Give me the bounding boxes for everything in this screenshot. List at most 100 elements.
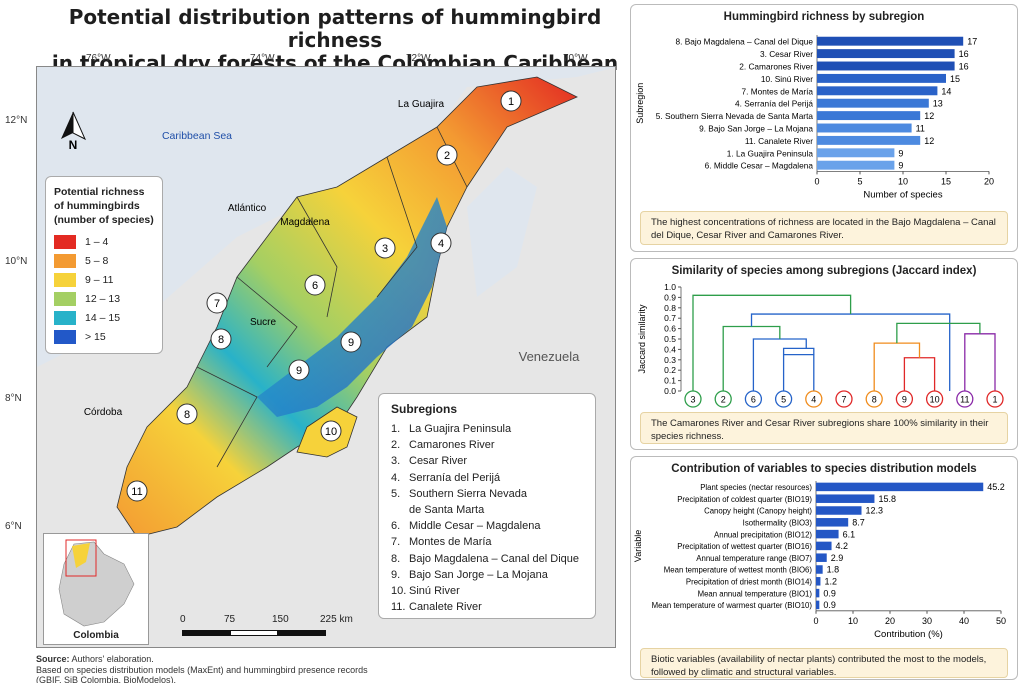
chart1-title: Hummingbird richness by subregion [723,11,925,23]
subregion-name: Serranía del Perijá [409,471,501,484]
venezuela-label: Venezuela [519,349,580,364]
y-axis-title: Subregion [635,83,645,124]
legend-title: Potential richness of hummingbirds (numb… [54,185,154,227]
dendrogram-link [750,313,951,391]
bar-value-label: 16 [959,61,969,71]
bar [817,36,964,46]
category-label: Isothermality (BIO3) [743,519,813,528]
svg-text:9: 9 [296,365,302,377]
subregion-item: 11. Canalete River [391,599,583,615]
chart1-note: The highest concentrations of richness a… [640,211,1008,245]
subregion-number: 10. [391,585,407,598]
y-tick-label: 0.5 [664,334,676,344]
bar-value-label: 13 [933,99,943,109]
chart2-title: Similarity of species among subregions (… [671,265,977,277]
bar [817,160,895,170]
category-label: 11. Canalete River [745,136,813,146]
category-label: Precipitation of coldest quarter (BIO19) [677,495,812,504]
leaf-label: 4 [811,395,816,405]
category-label: Annual temperature range (BIO7) [696,554,812,563]
legend-title-line-1: Potential richness [54,186,145,198]
cordoba-label: Córdoba [84,407,123,418]
subregion-item: 5. Southern Sierra Nevada [391,486,583,502]
subregion-name: Southern Sierra Nevada [409,487,528,500]
bar [816,600,820,610]
category-label: Precipitation of wettest quarter (BIO16) [677,542,812,551]
legend-swatch [54,310,76,325]
region-marker-6: 6 [304,274,326,296]
bar-value-label: 6.1 [843,529,856,539]
lat-label-6n: 6°N [5,521,22,532]
subregion-name: Bajo Magdalena – Canal del Dique [409,552,580,565]
subregion-number: 4. [391,471,401,484]
leaf-marker [805,390,823,408]
bar [817,148,895,158]
bar-value-label: 17 [967,37,977,47]
lon-label-76w: 76°W [86,53,111,64]
category-label: 2. Camarones River [739,61,813,71]
study-region [116,76,578,538]
subregion-name: Canalete River [409,601,482,614]
x-tick-label: 50 [996,616,1006,626]
x-tick-label: 20 [885,616,895,626]
lon-label-70w: 70°W [563,53,588,64]
subregion-number: 8. [391,552,401,565]
x-tick-label: 20 [984,176,994,186]
x-tick-label: 40 [959,616,969,626]
legend-item: > 15 [54,327,154,346]
leaf-marker [956,390,974,408]
bar [817,123,912,133]
legend-swatch [54,253,76,268]
subregion-number: 9. [391,568,401,581]
subregion-item: 9. Bajo San Jorge – La Mojana [391,567,583,583]
panel-similarity: Similarity of species among subregions (… [630,258,1018,450]
subregion-item: 8. Bajo Magdalena – Canal del Dique [391,551,583,567]
la-guajira-label: La Guajira [398,99,445,110]
category-label: 6. Middle Cesar – Magdalena [705,161,814,171]
legend-swatch [54,291,76,306]
scale-label-0: 0 [180,614,186,625]
y-tick-label: 0.6 [664,324,676,334]
svg-text:2: 2 [444,150,450,162]
scale-label-225: 225 km [320,614,353,625]
y-tick-label: 0.8 [664,303,676,313]
leaf-marker [925,390,944,408]
y-tick-label: 0.4 [664,344,676,354]
svg-text:7: 7 [214,298,220,310]
lat-label-8n: 8°N [5,393,22,404]
inset-label: Colombia [73,630,119,641]
legend-item: 9 – 11 [54,270,154,289]
x-tick-label: 0 [814,176,819,186]
bar-value-label: 1.2 [824,577,837,587]
scale-bar: 0 75 150 225 km [180,614,370,644]
leaf-label: 2 [721,395,726,405]
bar [816,541,832,551]
lon-label-72w: 72°W [406,53,431,64]
subregion-name: Cesar River [409,455,468,468]
x-tick-label: 10 [848,616,858,626]
bar [817,98,929,108]
subregion-number: 3. [391,455,401,468]
sucre-label: Sucre [250,317,277,328]
legend-items: 1 – 4 5 – 8 9 – 11 12 – 13 14 – 15 > 15 [54,232,154,346]
north-arrow [61,111,87,141]
legend-swatch [54,234,76,249]
subregion-number: 1. [391,423,401,435]
subregion-item: 4. Serranía del Perijá [391,470,583,486]
region-marker-11: 11 [126,480,148,502]
category-label: Canopy height (Canopy height) [704,507,812,516]
bar [816,565,823,574]
title-line-1: Potential distribution patterns of hummi… [68,5,602,52]
dendrogram-link [752,338,807,391]
region-marker-4: 4 [430,232,452,254]
bar [816,588,820,598]
bar-value-label: 0.9 [823,588,836,598]
dendrogram-link [873,342,921,391]
category-label: 7. Montes de María [742,86,814,96]
region-marker-2: 2 [436,144,458,166]
x-tick-label: 30 [922,616,932,626]
north-label: N [69,138,78,152]
leaf-label: 10 [930,395,940,405]
inset-map [58,539,135,627]
source-line-3: (GBIF, SiB Colombia, BioModelos). [36,675,177,683]
